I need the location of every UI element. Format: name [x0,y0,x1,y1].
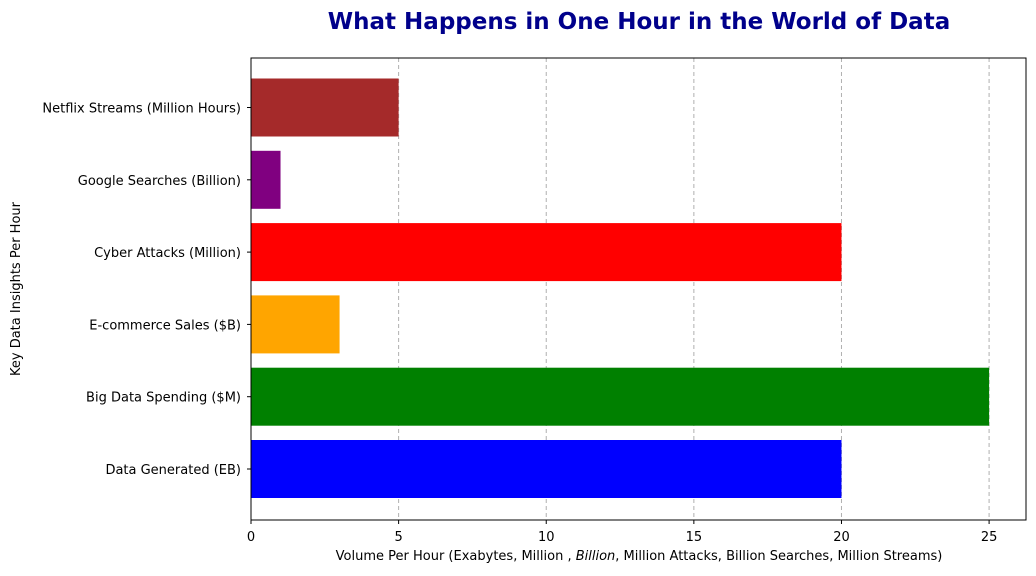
bars-layer [251,78,990,498]
bar [251,440,842,498]
y-axis-label: Key Data Insights Per Hour [9,201,24,376]
y-axis-ticks: Data Generated (EB) Big Data Spending ($M… [42,102,251,478]
y-tick-label: Cyber Attacks (Million) [94,246,241,261]
y-tick-label: E-commerce Sales ($B) [89,318,241,333]
x-tick-label: 15 [686,530,703,545]
y-tick-label: Google Searches (Billion) [78,174,241,189]
bar [251,367,990,426]
y-tick-label: Big Data Spending ($M) [86,391,241,406]
x-tick-label: 10 [538,530,555,545]
x-tick-label: 20 [833,530,850,545]
x-tick-label: 5 [394,530,402,545]
x-tick-label: 0 [247,530,255,545]
x-axis-label: Volume Per Hour (Exabytes, Million , Bil… [336,549,943,564]
x-axis-ticks: 0 5 10 15 20 25 [247,520,998,545]
bar [251,150,281,209]
bar [251,78,399,137]
y-tick-label: Data Generated (EB) [105,463,241,478]
chart-title: What Happens in One Hour in the World of… [328,9,950,35]
y-tick-label: Netflix Streams (Million Hours) [42,102,241,117]
bar [251,223,842,282]
x-tick-label: 25 [981,530,998,545]
bar [251,295,340,354]
plot-frame [250,57,1027,521]
